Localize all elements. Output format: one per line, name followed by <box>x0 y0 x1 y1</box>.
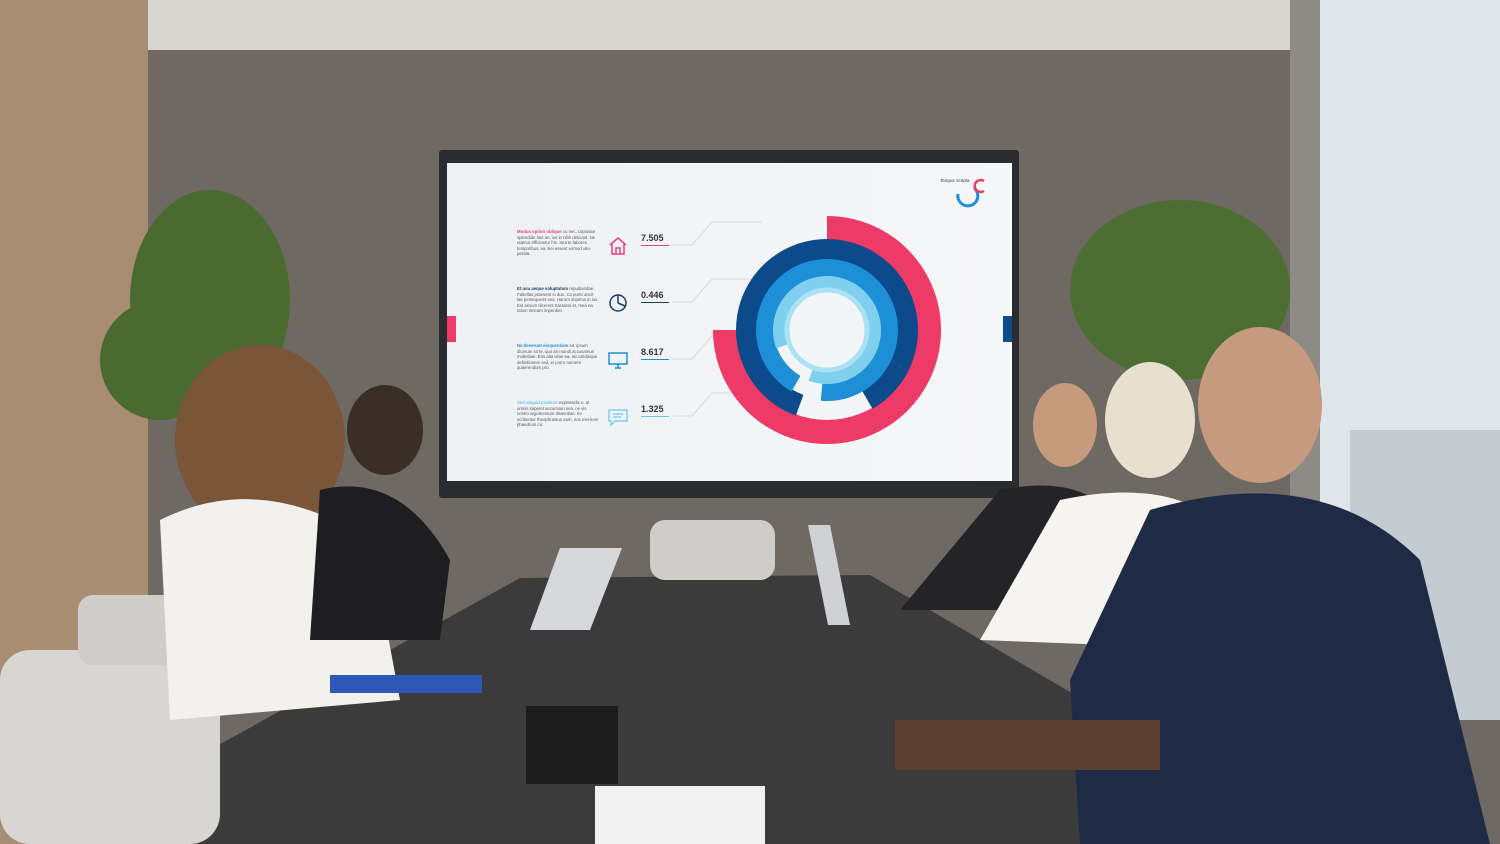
metric-title: Ne deserunt eloquentiam <box>517 343 569 348</box>
chair <box>650 520 775 580</box>
ring-navy <box>736 239 918 416</box>
metric-description: Ne deserunt eloquentiam sit, ipsum dicer… <box>517 343 599 371</box>
ring-light-blue <box>773 276 881 384</box>
notebook <box>895 720 1160 770</box>
connector-line <box>672 278 762 303</box>
pen-holder <box>526 706 618 784</box>
metric-value: 7.505 <box>641 233 669 246</box>
metric-value: 1.325 <box>641 404 669 417</box>
laptop <box>530 548 622 630</box>
display-screen: Tempor scripta Modus option oblique cu n… <box>447 163 1012 481</box>
nav-marker-left <box>447 316 456 342</box>
metric-value: 0.446 <box>641 290 669 303</box>
chat-icon <box>608 409 628 427</box>
metric-description: Et usu aeque voluptatum repudiandae. Fab… <box>517 286 599 314</box>
chair <box>0 650 220 844</box>
metric-body: cu nec, copiosae splendide has an, ius i… <box>517 229 596 257</box>
metric-body: expetendis n, ut omnis saperet accumsan … <box>517 400 599 428</box>
brand-logo-icon <box>956 178 985 208</box>
metric-body: sit, ipsum dicerum sit te, quo an mundi … <box>517 343 598 371</box>
person-man-navy <box>1070 327 1490 844</box>
paper <box>595 786 765 844</box>
person-man-black <box>310 385 450 640</box>
house-icon <box>609 237 627 255</box>
ring-center <box>784 287 870 373</box>
metric-value: 8.617 <box>641 347 669 360</box>
nav-marker-right <box>1003 316 1012 342</box>
ceiling <box>0 0 1320 50</box>
ring-blue <box>756 259 898 401</box>
ring-pink <box>713 216 941 444</box>
laptop <box>808 525 850 625</box>
metric-title: Et usu aeque voluptatum <box>517 286 569 291</box>
connector-line <box>672 221 762 246</box>
metric-description: Modus option oblique cu nec, copiosae sp… <box>517 229 599 257</box>
metric-description: Sed aliquid invidunt expetendis n, ut om… <box>517 400 599 428</box>
metric-row: Et usu aeque voluptatum repudiandae. Fab… <box>517 278 847 346</box>
brand-logo-text: Tempor scripta <box>940 178 970 183</box>
metric-title: Modus option oblique <box>517 229 562 234</box>
monitor-icon <box>608 352 628 369</box>
tablet <box>330 675 482 693</box>
chair <box>78 595 178 665</box>
radial-chart <box>713 216 941 444</box>
conference-table <box>40 575 1330 844</box>
metric-row: Modus option oblique cu nec, copiosae sp… <box>517 221 847 289</box>
metric-body: repudiandae. Fabellas praesent ei duo. C… <box>517 286 599 314</box>
pie-chart-icon <box>609 294 627 312</box>
metric-title: Sed aliquid invidunt <box>517 400 558 405</box>
